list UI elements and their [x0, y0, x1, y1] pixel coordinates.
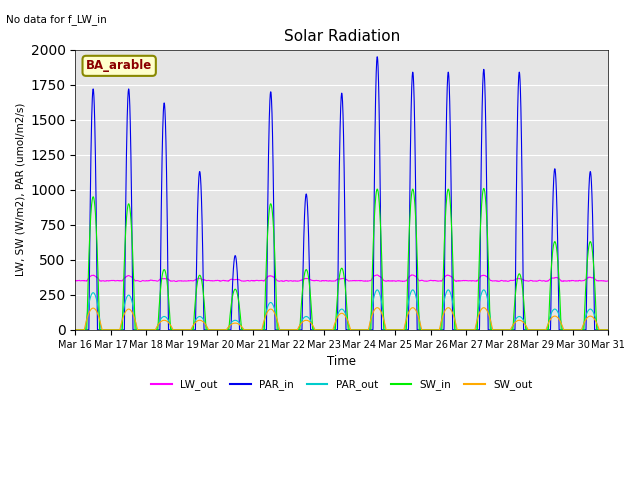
Line: SW_in: SW_in [76, 188, 608, 330]
SW_out [604, 327, 611, 333]
PAR_in [604, 327, 612, 333]
SW_in [604, 327, 612, 333]
PAR_in [322, 327, 330, 333]
LW_out [604, 278, 612, 284]
Text: No data for f_LW_in: No data for f_LW_in [6, 14, 107, 25]
LW_out [168, 278, 175, 284]
PAR_in [461, 327, 469, 333]
LW_out [461, 277, 469, 283]
PAR_in [373, 54, 381, 60]
PAR_in [604, 327, 611, 333]
PAR_in [167, 327, 175, 333]
PAR_out [604, 327, 612, 333]
Text: BA_arable: BA_arable [86, 60, 152, 72]
SW_in [431, 327, 439, 333]
Legend: LW_out, PAR_in, PAR_out, SW_in, SW_out: LW_out, PAR_in, PAR_out, SW_in, SW_out [147, 375, 536, 395]
PAR_in [432, 327, 440, 333]
Title: Solar Radiation: Solar Radiation [284, 29, 400, 44]
Line: SW_out: SW_out [76, 308, 608, 330]
SW_out [604, 327, 612, 333]
SW_out [480, 305, 488, 311]
PAR_out [492, 327, 499, 333]
SW_in [167, 327, 175, 333]
SW_in [461, 327, 468, 333]
SW_in [322, 327, 330, 333]
LW_out [373, 272, 381, 278]
SW_out [167, 323, 175, 329]
SW_out [322, 327, 330, 333]
SW_out [72, 327, 79, 333]
Line: LW_out: LW_out [76, 275, 608, 282]
PAR_out [322, 327, 330, 333]
PAR_in [72, 327, 79, 333]
LW_out [322, 278, 330, 284]
PAR_out [461, 327, 468, 333]
PAR_out [604, 327, 611, 333]
SW_out [431, 327, 439, 333]
LW_out [604, 278, 611, 284]
SW_in [480, 185, 488, 191]
SW_in [492, 327, 499, 333]
SW_out [492, 327, 499, 333]
X-axis label: Time: Time [327, 355, 356, 368]
SW_in [72, 327, 79, 333]
SW_out [461, 327, 468, 333]
PAR_out [167, 324, 175, 330]
PAR_out [431, 327, 439, 333]
Y-axis label: LW, SW (W/m2), PAR (umol/m2/s): LW, SW (W/m2), PAR (umol/m2/s) [15, 103, 25, 276]
PAR_out [72, 327, 79, 333]
LW_out [432, 278, 440, 284]
PAR_out [480, 287, 488, 293]
LW_out [72, 278, 79, 284]
SW_in [604, 327, 611, 333]
LW_out [492, 278, 499, 284]
LW_out [136, 279, 144, 285]
Line: PAR_in: PAR_in [76, 57, 608, 330]
PAR_in [492, 327, 499, 333]
Line: PAR_out: PAR_out [76, 290, 608, 330]
